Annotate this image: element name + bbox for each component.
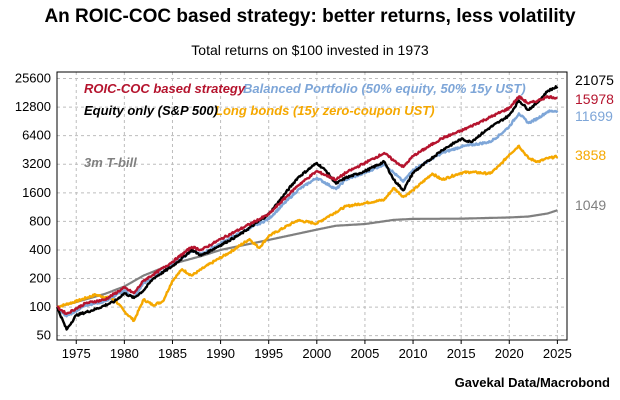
legend-label-0: 3m T-bill [84,155,137,170]
y-tick-label: 100 [29,299,51,314]
x-tick-label: 1995 [254,346,283,361]
axes: 50 100 200 400 800 1600 3200 6400 12800 25600 1975… [15,71,572,361]
end-value-label-2: 11699 [575,108,613,124]
series-line-4 [56,95,558,315]
chart-source: Gavekal Data/Macrobond [454,375,610,390]
x-tick-label: 1980 [110,346,139,361]
grid [57,72,567,340]
x-tick-label: 2025 [543,346,572,361]
x-tick-label: 2015 [447,346,476,361]
series-line-0 [56,209,558,309]
chart-title: An ROIC-COC based strategy: better retur… [44,6,576,27]
legend-label-2: Balanced Portfolio (50% equity, 50% 15y … [243,81,526,96]
end-value-label-4: 15978 [575,91,614,107]
legend-label-1: Long bonds (15y zero-coupon UST) [215,103,435,118]
end-value-label-1: 3858 [575,147,606,163]
y-tick-label: 12800 [15,99,51,114]
y-tick-label: 400 [29,242,51,257]
series-lines [55,85,559,331]
chart-labels: 3m T-bill Long bonds (15y zero-coupon UST… [84,72,614,213]
series-line-2 [55,109,559,318]
legend-label-3: Equity only (S&P 500) [84,103,218,118]
plot-frame [56,71,568,341]
y-tick-label: 6400 [22,128,51,143]
y-tick-label: 50 [37,328,51,343]
x-tick-label: 1985 [158,346,187,361]
end-value-label-0: 1049 [575,197,606,213]
y-tick-label: 25600 [15,71,51,86]
x-tick-label: 1975 [62,346,91,361]
series-line-3 [55,85,559,331]
x-tick-label: 2010 [399,346,428,361]
x-tick-label: 2000 [302,346,331,361]
series-line-1 [56,144,559,323]
x-tick-label: 2005 [350,346,379,361]
chart-subtitle: Total returns on $100 invested in 1973 [191,42,429,58]
end-value-label-3: 21075 [575,72,614,88]
y-tick-label: 200 [29,271,51,286]
x-tick-label: 2020 [495,346,524,361]
y-tick-label: 1600 [22,185,51,200]
x-tick-label: 1990 [206,346,235,361]
legend-label-4: ROIC-COC based strategy [84,81,246,96]
y-tick-label: 800 [29,213,51,228]
y-tick-label: 3200 [22,156,51,171]
